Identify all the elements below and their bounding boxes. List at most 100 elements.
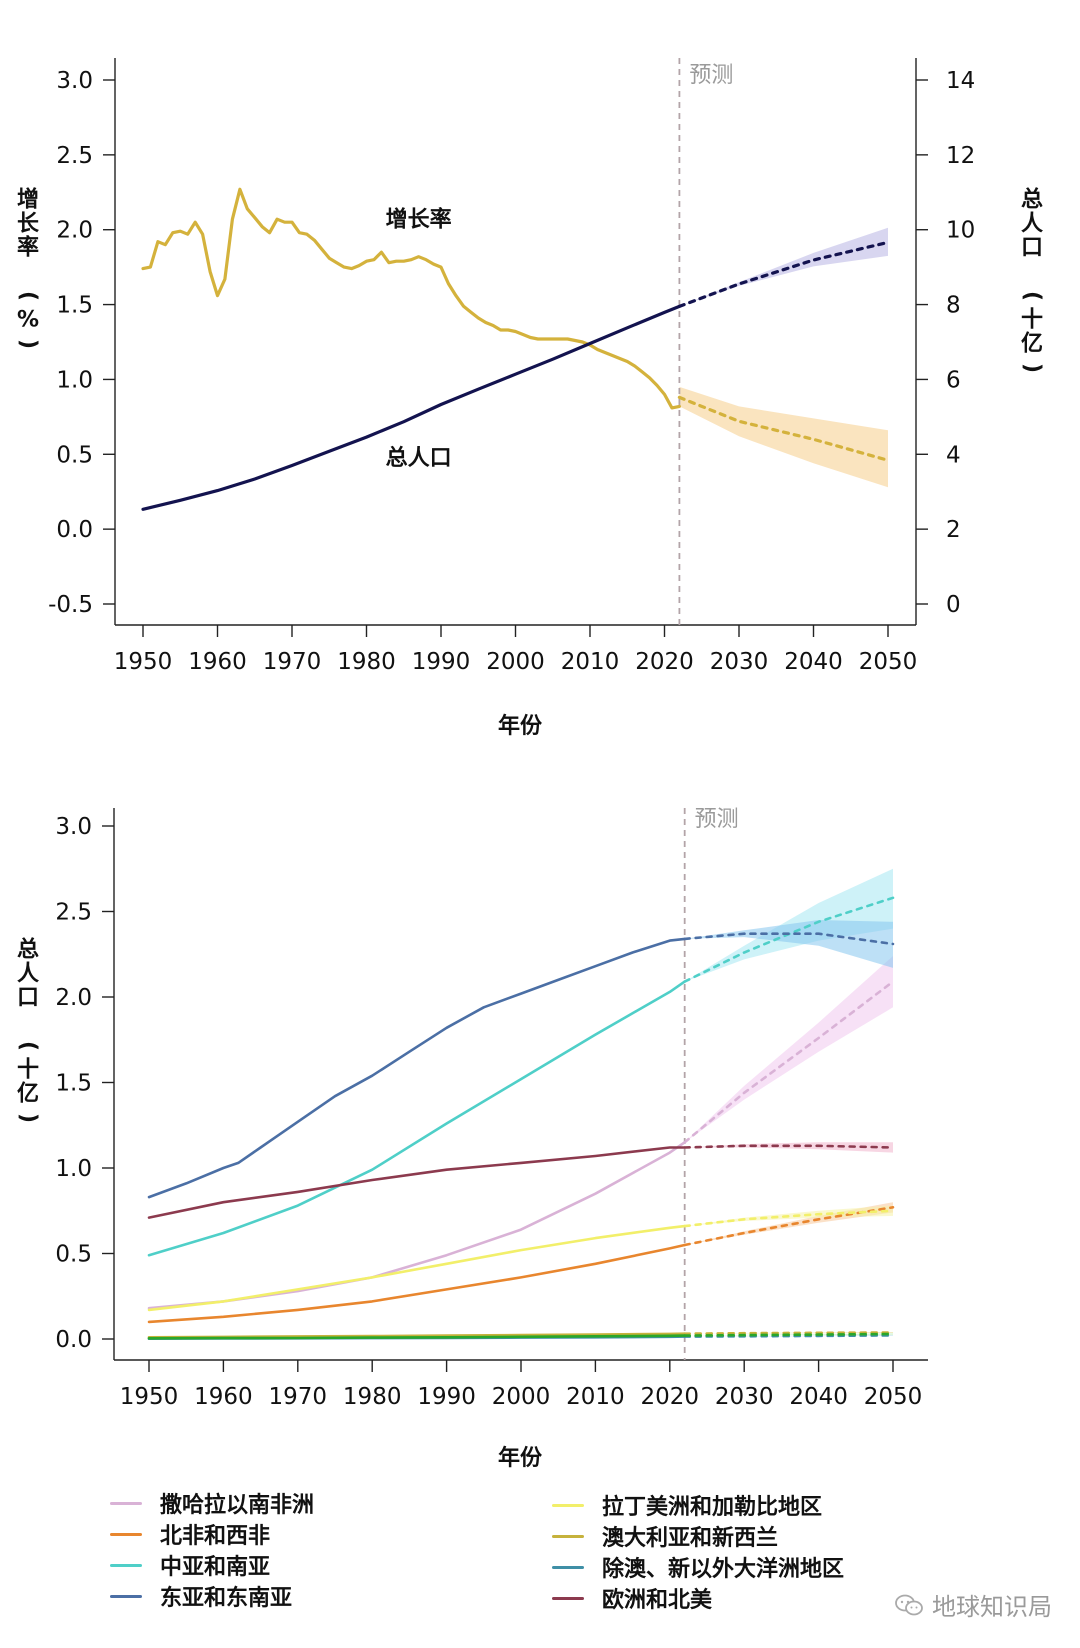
x-tick-label: 2000: [486, 649, 545, 675]
y-tick-label-right: 10: [946, 218, 975, 244]
legend-item-oceania-other: 除澳、新以外大洋洲地区: [552, 1552, 844, 1582]
y-tick-label-left: 1.0: [55, 1156, 92, 1182]
y-tick-label-right: 4: [946, 442, 961, 468]
ylabel-char: 率: [17, 235, 39, 261]
wechat-icon: [895, 1594, 923, 1615]
ylabel-char: 十: [1021, 308, 1043, 333]
legend-label: 撒哈拉以南非洲: [160, 1493, 315, 1518]
legend: 撒哈拉以南非洲 北非和西非 中亚和南亚 东亚和东南亚 拉丁美洲和加勒比地区 澳大…: [0, 1488, 1080, 1648]
y-tick-label-left: 1.0: [56, 367, 93, 393]
watermark-text: 地球知识局: [932, 1593, 1052, 1621]
series-annotation: 总人口: [386, 445, 452, 471]
legend-label: 拉丁美洲和加勒比地区: [602, 1495, 823, 1520]
legend-label: 除澳、新以外大洋洲地区: [602, 1557, 845, 1582]
chart-1: 1950 1960 1970 1980 1990 2000 2010 2020 2030 2040…: [16, 58, 1045, 739]
x-axis-title: 年份: [498, 1445, 543, 1471]
x-tick-label: 1980: [337, 649, 396, 675]
ylabel-char: %: [17, 308, 39, 333]
legend-swatch: [552, 1534, 584, 1538]
series-line: [147, 980, 686, 1257]
x-tick-label: 2050: [864, 1384, 923, 1410]
chart-2: 1950 1960 1970 1980 1990 2000 2010 2020 2030 2040…: [16, 807, 928, 1471]
y-tick-label-left: 3.0: [55, 814, 92, 840]
ylabel-char: 总: [17, 937, 39, 963]
y-tick-label-left: 0.0: [56, 517, 93, 543]
series-forecast-line: [683, 896, 895, 983]
x-tick-label: 1950: [120, 1384, 179, 1410]
series-forecast-line: [677, 240, 890, 308]
series-forecast-line: [683, 1144, 895, 1149]
legend-swatch: [552, 1503, 584, 1507]
ylabel-char: 口: [17, 986, 39, 1011]
x-tick-label: 1950: [114, 649, 173, 675]
y-tick-label-left: -0.5: [48, 592, 93, 618]
legend-label: 北非和西非: [160, 1524, 271, 1549]
legend-swatch: [110, 1501, 142, 1505]
y-tick-label-right: 12: [946, 143, 975, 169]
legend-item-latin-america: 拉丁美洲和加勒比地区: [552, 1490, 822, 1520]
series-line: [147, 937, 686, 1199]
x-tick-label: 2030: [710, 649, 769, 675]
forecast-band: [684, 956, 893, 1143]
series-line: [141, 304, 681, 511]
y-axis-title-left: 总人口 (十亿): [16, 937, 41, 1124]
y-axis-title-left: 增长率 (%): [16, 187, 41, 350]
y-tick-label-left: 1.5: [56, 293, 93, 319]
x-tick-label: 2000: [492, 1384, 551, 1410]
y-tick-label-right: 8: [946, 293, 961, 319]
series-line: [147, 1243, 686, 1324]
y-tick-label-right: 2: [946, 517, 961, 543]
y-tick-label-left: 1.5: [55, 1071, 92, 1097]
ylabel-char: (: [16, 291, 41, 301]
legend-item-east-southeast-asia: 东亚和东南亚: [110, 1581, 292, 1611]
ylabel-char: 增: [17, 187, 39, 213]
forecast-band: [684, 1142, 893, 1153]
series-line: [147, 1146, 686, 1219]
forecast-label: 预测: [689, 63, 733, 88]
ylabel-char: 亿: [17, 1082, 39, 1107]
forecast-label: 预测: [695, 807, 739, 832]
series-forecast-line: [683, 1206, 895, 1247]
legend-swatch: [110, 1532, 142, 1536]
legend-swatch: [110, 1563, 142, 1567]
y-axis-title-right: 总人口 (十亿): [1020, 187, 1045, 374]
legend-label: 欧洲和北美: [602, 1588, 713, 1613]
series-forecast-line: [683, 980, 895, 1144]
ylabel-char: ): [16, 339, 41, 349]
x-tick-label: 1990: [412, 649, 471, 675]
legend-label: 东亚和东南亚: [160, 1586, 293, 1611]
legend-swatch: [552, 1596, 584, 1600]
legend-item-north-west-africa: 北非和西非: [110, 1519, 270, 1549]
y-tick-label-left: 2.5: [56, 143, 93, 169]
series-forecast-line: [683, 1334, 895, 1338]
ylabel-char: 总: [1021, 187, 1043, 213]
x-tick-label: 1970: [269, 1384, 328, 1410]
series-forecast-line: [683, 1331, 895, 1335]
series-forecast-line: [677, 395, 890, 462]
legend-item-australia-nz: 澳大利亚和新西兰: [552, 1521, 778, 1551]
y-tick-label-right: 6: [946, 367, 961, 393]
x-tick-label: 2050: [859, 649, 918, 675]
x-tick-label: 1980: [343, 1384, 402, 1410]
series-forecast-line: [683, 1332, 895, 1337]
y-tick-label-left: 0.5: [56, 442, 93, 468]
y-tick-label-right: 0: [946, 592, 961, 618]
y-tick-label-left: 0.0: [55, 1327, 92, 1353]
y-tick-label-left: 0.5: [55, 1242, 92, 1268]
x-tick-label: 1970: [263, 649, 322, 675]
legend-swatch: [110, 1594, 142, 1598]
forecast-band: [684, 920, 893, 968]
x-tick-label: 2030: [715, 1384, 774, 1410]
watermark: 地球知识局: [894, 1587, 1052, 1622]
x-tick-label: 2040: [784, 649, 843, 675]
legend-item-central-south-asia: 中亚和南亚: [110, 1550, 270, 1580]
series-line: [147, 1224, 686, 1312]
series-line: [147, 1332, 686, 1339]
x-tick-label: 2020: [641, 1384, 700, 1410]
ylabel-char: ): [1020, 363, 1045, 373]
x-tick-label: 1990: [417, 1384, 476, 1410]
ylabel-char: ): [16, 1113, 41, 1123]
ylabel-char: 十: [17, 1058, 39, 1083]
legend-item-europe-north-america: 欧洲和北美: [552, 1583, 712, 1613]
